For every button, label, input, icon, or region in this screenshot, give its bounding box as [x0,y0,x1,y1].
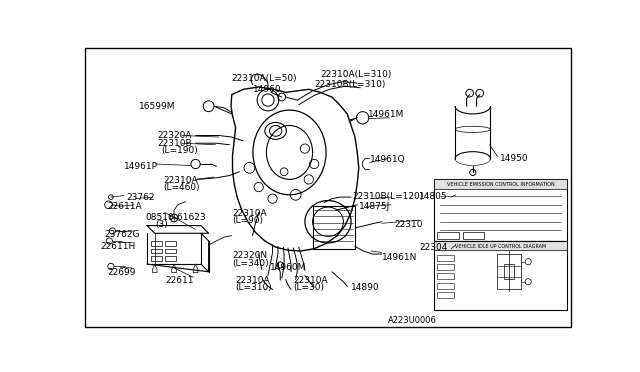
Text: 22310A(L=50): 22310A(L=50) [232,74,298,83]
Text: 22310A: 22310A [293,276,328,285]
Text: 22310A(L=310): 22310A(L=310) [320,70,392,79]
Bar [435,241,566,250]
Text: 22320A: 22320A [158,131,193,140]
Text: 16599M: 16599M [140,102,176,111]
Bar [151,256,163,261]
Bar [164,256,176,261]
Text: A223U0006: A223U0006 [388,316,437,325]
Text: 22611H: 22611H [101,242,136,251]
Bar [151,249,163,253]
Text: VEHICLE IDLE UP CONTROL DIAGRAM: VEHICLE IDLE UP CONTROL DIAGRAM [455,244,546,249]
Text: 22310B(L=120): 22310B(L=120) [353,192,424,202]
Text: 14875J: 14875J [359,202,390,212]
Text: 22310A: 22310A [236,276,270,285]
Bar [151,241,163,246]
Text: 14805: 14805 [419,192,447,202]
Text: 22304: 22304 [419,243,447,252]
Bar [437,273,454,279]
Text: 22310A: 22310A [163,176,198,185]
Text: (L=310): (L=310) [236,283,273,292]
Bar [437,232,459,240]
Text: 14950: 14950 [500,154,529,163]
Text: 22611A: 22611A [108,202,143,212]
Text: 22611: 22611 [166,276,194,285]
Text: 22310: 22310 [394,220,423,229]
Text: VEHICLE EMISSION CONTROL INFORMATION: VEHICLE EMISSION CONTROL INFORMATION [447,182,554,187]
Bar [164,241,176,246]
Text: 14960: 14960 [253,85,281,94]
Bar [435,241,566,310]
Text: (L=340): (L=340) [232,259,269,268]
Text: 14961M: 14961M [368,110,404,119]
Text: 22310B: 22310B [158,139,193,148]
Text: 22310A: 22310A [232,209,267,218]
Text: 08510-61623: 08510-61623 [145,212,206,221]
Text: 14890: 14890 [351,283,380,292]
Text: 22320N: 22320N [232,251,268,260]
Text: 22310B(L=310): 22310B(L=310) [314,80,385,89]
Text: 14961Q: 14961Q [369,155,405,164]
Text: 22699: 22699 [108,268,136,277]
Bar [497,254,520,289]
Bar [164,249,176,253]
Bar [435,179,566,241]
Bar [437,283,454,289]
Text: 14961N: 14961N [382,253,417,262]
Bar [435,179,566,189]
Text: (L=30): (L=30) [293,283,324,292]
Text: (L=190): (L=190) [161,146,198,155]
Text: 14961P: 14961P [124,162,158,171]
Bar [437,292,454,298]
Bar [463,232,484,240]
Text: 23762G: 23762G [104,230,140,239]
Text: 23762: 23762 [126,193,155,202]
Text: (L=460): (L=460) [163,183,200,192]
Text: (L=90): (L=90) [232,217,264,225]
Bar [437,255,454,261]
Bar [504,264,515,279]
Bar [312,206,355,249]
Text: (3): (3) [156,220,168,229]
Bar [437,264,454,270]
Text: 14960M: 14960M [269,263,306,272]
